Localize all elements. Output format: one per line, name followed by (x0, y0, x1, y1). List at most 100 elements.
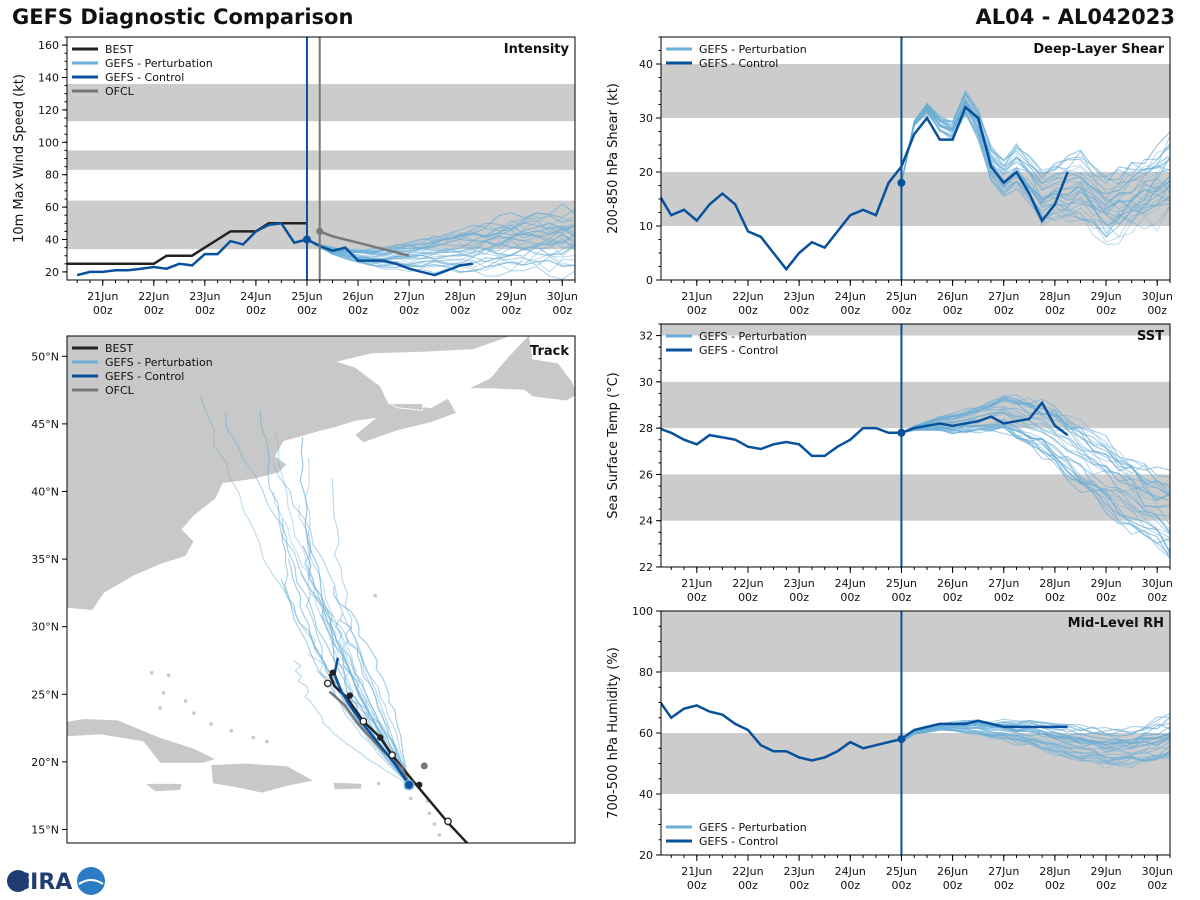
shear-xtick-sublabel: 00z (892, 304, 912, 317)
track-perturbation-line (333, 586, 410, 785)
shear-xtick-sublabel: 00z (1147, 304, 1167, 317)
sst-perturbation-line (901, 399, 1170, 496)
legend-label-control: GEFS - Control (105, 370, 184, 383)
track-best-marker-open (323, 679, 332, 688)
intensity-band-1 (67, 150, 575, 170)
track-best-marker-open (359, 717, 368, 726)
sst-perturbation-line (901, 423, 1170, 543)
track-perturbation-line (281, 518, 410, 786)
intensity-perturbation-line (306, 208, 575, 252)
sst-xtick-sublabel: 00z (994, 591, 1014, 604)
land-island (432, 822, 437, 826)
rh-init-marker (897, 735, 906, 744)
rh-perturbation-line (901, 723, 1170, 745)
land-island (373, 593, 377, 598)
sst-xtick-label: 22Jun (732, 577, 763, 590)
shear-ytick-label: 40 (639, 58, 653, 71)
shear-band-1 (661, 64, 1170, 118)
land-pei (388, 403, 424, 411)
sst-perturbation-line (901, 426, 1170, 552)
sst-xtick-sublabel: 00z (892, 591, 912, 604)
sst-perturbation-line (901, 412, 1170, 509)
sst-perturbation-line (901, 394, 1170, 478)
rh-xtick-label: 24Jun (835, 865, 866, 878)
rh-xtick-sublabel: 00z (943, 879, 963, 892)
sst-xtick-label: 30Jun (1142, 577, 1173, 590)
sst-ytick-label: 22 (639, 561, 653, 574)
intensity-xtick-sublabel: 00z (93, 304, 113, 317)
legend-label-ofcl: OFCL (105, 384, 135, 397)
sst-perturbation-line (901, 429, 1170, 556)
track-ofcl-marker (420, 762, 428, 770)
land-island (192, 711, 196, 716)
rh-title: Mid-Level RH (1068, 616, 1164, 631)
intensity-ylabel: 10m Max Wind Speed (kt) (12, 74, 27, 243)
shear-xtick-label: 21Jun (681, 290, 712, 303)
rh-xtick-sublabel: 00z (687, 879, 707, 892)
land-island (166, 673, 171, 678)
legend-label-control: GEFS - Control (699, 835, 778, 848)
shear-ytick-label: 10 (639, 220, 653, 233)
sst-perturbation-line (901, 413, 1170, 517)
intensity-xtick-sublabel: 00z (450, 304, 470, 317)
legend-label-perturbation: GEFS - Perturbation (699, 821, 807, 834)
sst-xtick-label: 26Jun (937, 577, 968, 590)
sst-xtick-label: 28Jun (1039, 577, 1070, 590)
rh-ytick-label: 20 (639, 849, 653, 862)
track-best-marker-open (388, 751, 396, 759)
intensity-xtick-sublabel: 00z (246, 304, 266, 317)
track-frame (66, 335, 576, 844)
track-perturbation-line (299, 437, 410, 786)
intensity-xtick-label: 29Jun (496, 290, 527, 303)
land-newfoundland (468, 336, 575, 402)
shear-xtick-label: 23Jun (784, 290, 815, 303)
intensity-ofcl-line (319, 230, 410, 257)
land-island (376, 781, 381, 786)
storm-id: AL04 - AL042023 (975, 5, 1176, 29)
shear-perturbation-line (900, 110, 1170, 243)
intensity-xtick-sublabel: 00z (195, 304, 215, 317)
sst-xtick-sublabel: 00z (687, 591, 707, 604)
intensity-control-line (76, 221, 474, 277)
sst-ytick-label: 32 (639, 330, 653, 343)
sst-band-1 (661, 381, 1170, 429)
rh-xtick-sublabel: 00z (1096, 879, 1116, 892)
intensity-xtick-sublabel: 00z (348, 304, 368, 317)
page-title: GEFS Diagnostic Comparison (12, 5, 354, 29)
sst-xtick-label: 24Jun (835, 577, 866, 590)
intensity-xtick-sublabel: 00z (552, 304, 572, 317)
panel-rh: 2040608010021Jun00z22Jun00z23Jun00z24Jun… (606, 605, 1173, 892)
intensity-perturbation-line (306, 239, 575, 268)
land-jamaica (143, 783, 183, 793)
rh-xtick-sublabel: 00z (892, 879, 912, 892)
track-perturbation-line (339, 613, 410, 786)
sst-xtick-sublabel: 00z (738, 591, 758, 604)
intensity-perturbation-line (306, 233, 575, 261)
intensity-xtick-label: 23Jun (189, 290, 220, 303)
rh-xtick-label: 21Jun (681, 865, 712, 878)
legend-label-best: BEST (105, 43, 133, 56)
intensity-perturbation-line (306, 239, 575, 261)
legend-label-perturbation: GEFS - Perturbation (105, 356, 213, 369)
track-perturbation-line (299, 572, 410, 786)
intensity-xtick-sublabel: 00z (399, 304, 419, 317)
rh-perturbation-line (901, 725, 1170, 744)
rh-xtick-label: 29Jun (1090, 865, 1121, 878)
shear-xtick-sublabel: 00z (738, 304, 758, 317)
land-island (427, 811, 432, 816)
track-title: Track (530, 344, 569, 359)
intensity-xtick-label: 28Jun (445, 290, 476, 303)
shear-xtick-sublabel: 00z (789, 304, 809, 317)
track-best-marker-filled (346, 692, 353, 699)
sst-xtick-label: 29Jun (1090, 577, 1121, 590)
sst-ytick-label: 26 (639, 468, 653, 481)
track-ytick-label: 15°N (31, 823, 59, 836)
track-perturbation-line (275, 433, 410, 786)
land-island (265, 739, 269, 744)
land-puerto-rico (332, 781, 363, 791)
track-ytick-label: 30°N (31, 621, 59, 634)
land-island (437, 833, 442, 837)
shear-xtick-sublabel: 00z (1096, 304, 1116, 317)
legend-label-perturbation: GEFS - Perturbation (105, 57, 213, 70)
sst-xtick-sublabel: 00z (1147, 591, 1167, 604)
